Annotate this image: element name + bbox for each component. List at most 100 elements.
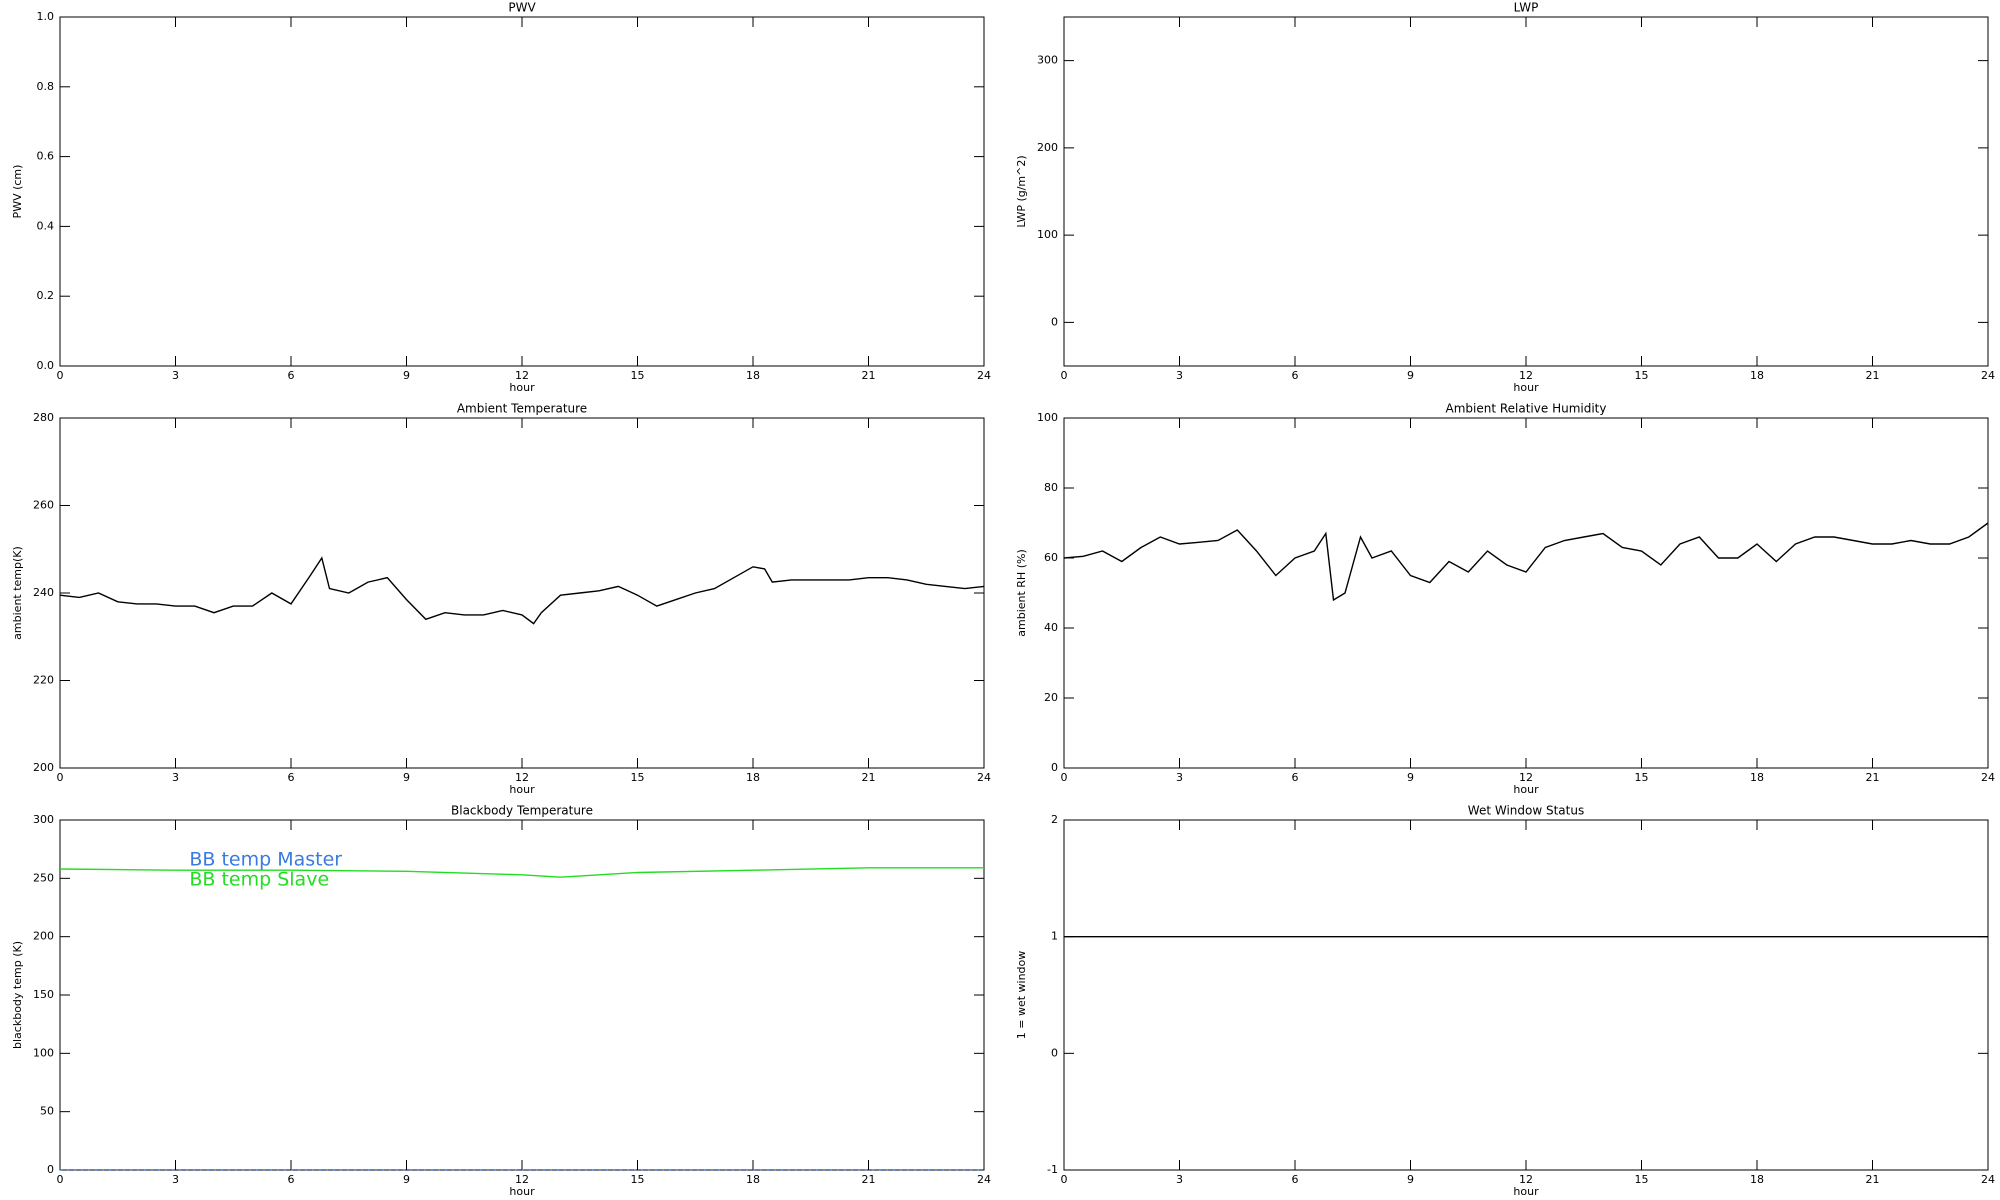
y-tick-label: 0.0 (37, 359, 55, 372)
x-tick-label: 21 (862, 771, 876, 784)
x-tick-label: 21 (862, 1173, 876, 1186)
x-tick-label: 0 (57, 369, 64, 382)
x-tick-label: 6 (288, 1173, 295, 1186)
x-tick-label: 3 (1176, 369, 1183, 382)
y-axis-label: ambient temp(K) (11, 546, 24, 640)
x-axis-label: hour (509, 1185, 535, 1198)
y-tick-label: 200 (1037, 141, 1058, 154)
x-tick-label: 24 (977, 771, 991, 784)
x-tick-label: 12 (515, 1173, 529, 1186)
x-tick-label: 24 (977, 369, 991, 382)
y-tick-label: 240 (33, 586, 54, 599)
x-tick-label: 0 (1061, 771, 1068, 784)
x-axis-label: hour (1513, 1185, 1539, 1198)
chart-title: Wet Window Status (1468, 804, 1584, 818)
y-tick-label: 300 (1037, 54, 1058, 67)
x-tick-label: 12 (1519, 1173, 1533, 1186)
y-tick-label: 20 (1044, 691, 1058, 704)
x-tick-label: 6 (1292, 369, 1299, 382)
x-tick-label: 24 (1981, 771, 1995, 784)
y-axis-label: LWP (g/m^2) (1015, 155, 1028, 227)
y-tick-label: 80 (1044, 481, 1058, 494)
chart-title: Blackbody Temperature (451, 804, 593, 818)
x-tick-label: 21 (1866, 771, 1880, 784)
x-tick-label: 0 (1061, 369, 1068, 382)
x-tick-label: 15 (1635, 771, 1649, 784)
x-tick-label: 12 (1519, 771, 1533, 784)
series-line (1063, 522, 1989, 602)
x-axis-label: hour (1513, 381, 1539, 394)
x-tick-label: 12 (515, 369, 529, 382)
x-tick-label: 18 (746, 771, 760, 784)
x-tick-label: 12 (515, 771, 529, 784)
chart-title: PWV (508, 1, 536, 15)
x-axis-label: hour (1513, 783, 1539, 796)
x-tick-label: 15 (1635, 369, 1649, 382)
y-tick-label: 250 (33, 871, 54, 884)
x-axis-label: hour (509, 381, 535, 394)
y-tick-label: 0.2 (37, 289, 55, 302)
x-tick-label: 3 (172, 1173, 179, 1186)
y-axis-label: blackbody temp (K) (11, 941, 24, 1049)
plot-frame (1063, 819, 1989, 1171)
plot-frame (59, 417, 985, 769)
x-tick-label: 6 (1292, 771, 1299, 784)
series-line (59, 556, 985, 625)
x-tick-label: 3 (1176, 771, 1183, 784)
y-tick-label: 0 (1051, 761, 1058, 774)
y-tick-label: 280 (33, 411, 54, 424)
x-tick-label: 18 (746, 1173, 760, 1186)
series-line (59, 867, 984, 878)
y-tick-label: 220 (33, 674, 54, 687)
y-tick-label: 100 (1037, 228, 1058, 241)
chart-title: Ambient Relative Humidity (1446, 402, 1607, 416)
x-tick-label: 9 (403, 771, 410, 784)
x-tick-label: 0 (57, 771, 64, 784)
legend-entry: BB temp Master (189, 849, 342, 871)
x-tick-label: 24 (1981, 1173, 1995, 1186)
x-tick-label: 18 (1750, 369, 1764, 382)
y-tick-label: 1 (1051, 930, 1058, 943)
y-tick-label: 0 (1051, 1046, 1058, 1059)
x-tick-label: 24 (1981, 369, 1995, 382)
y-tick-label: 150 (33, 988, 54, 1001)
x-tick-label: 6 (1292, 1173, 1299, 1186)
x-tick-label: 12 (1519, 369, 1533, 382)
x-tick-label: 21 (1866, 1173, 1880, 1186)
plot-frame (59, 16, 985, 367)
y-tick-label: 60 (1044, 551, 1058, 564)
y-tick-label: 40 (1044, 621, 1058, 634)
x-tick-label: 0 (1061, 1173, 1068, 1186)
y-tick-label: 1.0 (37, 10, 55, 23)
y-tick-label: 0.4 (37, 219, 55, 232)
y-tick-label: 100 (1037, 411, 1058, 424)
y-tick-label: 50 (40, 1105, 54, 1118)
x-tick-label: 9 (1407, 771, 1414, 784)
chart-title: Ambient Temperature (457, 402, 587, 416)
y-tick-label: -1 (1047, 1163, 1058, 1176)
y-tick-label: 200 (33, 761, 54, 774)
x-tick-label: 15 (631, 771, 645, 784)
y-tick-label: 100 (33, 1046, 54, 1059)
x-tick-label: 18 (746, 369, 760, 382)
x-tick-label: 18 (1750, 1173, 1764, 1186)
x-tick-label: 15 (631, 369, 645, 382)
x-tick-label: 3 (1176, 1173, 1183, 1186)
x-tick-label: 0 (57, 1173, 64, 1186)
y-tick-label: 0 (47, 1163, 54, 1176)
y-tick-label: 260 (33, 499, 54, 512)
x-tick-label: 15 (631, 1173, 645, 1186)
x-tick-label: 9 (403, 1173, 410, 1186)
x-tick-label: 21 (1866, 369, 1880, 382)
y-tick-label: 0.6 (37, 150, 55, 163)
y-tick-label: 2 (1051, 813, 1058, 826)
x-axis-label: hour (509, 783, 535, 796)
x-tick-label: 6 (288, 771, 295, 784)
x-tick-label: 24 (977, 1173, 991, 1186)
y-axis-label: PWV (cm) (11, 165, 24, 219)
plot-frame (1063, 16, 1989, 367)
y-tick-label: 0.8 (37, 80, 55, 93)
x-tick-label: 18 (1750, 771, 1764, 784)
